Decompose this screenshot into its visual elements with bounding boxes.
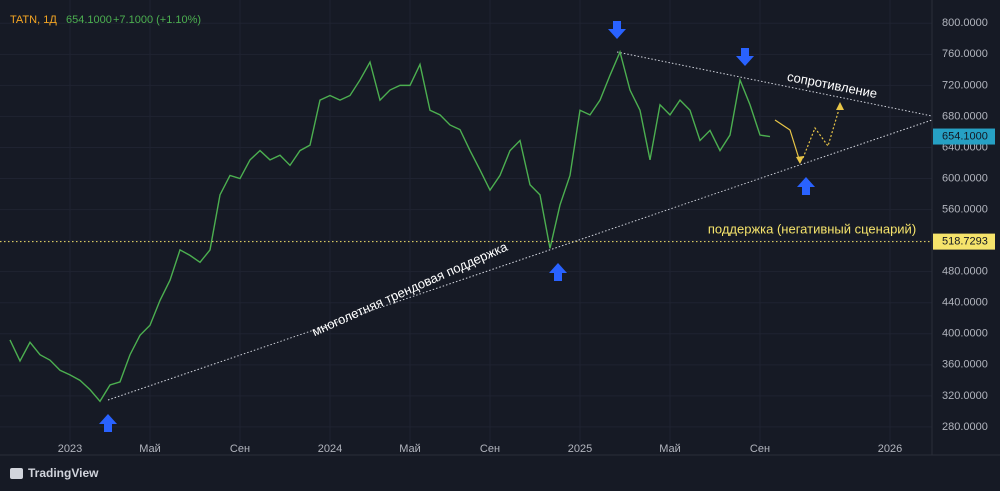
y-tick-label: 280.0000 [942, 421, 988, 433]
arrow-down [608, 21, 626, 39]
arrow-up [797, 177, 815, 195]
x-tick-label: Сен [230, 443, 250, 455]
last-price-label: 654.1000 [942, 130, 988, 142]
projection-up [802, 105, 841, 159]
x-tick-label: 2026 [878, 443, 902, 455]
price-line [9, 49, 771, 403]
x-tick-label: Сен [750, 443, 770, 455]
support-level-label: 518.7293 [942, 236, 988, 248]
support-level-box [933, 233, 995, 250]
y-tick-label: 400.0000 [942, 328, 988, 340]
y-tick-label: 360.0000 [942, 359, 988, 371]
y-tick-label: 320.0000 [942, 390, 988, 402]
annotation: поддержка (негативный сценарий) [708, 221, 916, 236]
x-tick-label: 2024 [318, 443, 342, 455]
x-tick-label: Май [659, 443, 681, 455]
arrow-up [549, 263, 567, 281]
y-tick-label: 440.0000 [942, 297, 988, 309]
grid [0, 0, 932, 455]
y-tick-label: 680.0000 [942, 110, 988, 122]
y-tick-label: 800.0000 [942, 17, 988, 29]
price: 654.1000 [66, 14, 112, 26]
projection-down [774, 119, 801, 163]
last-price-box [933, 128, 995, 145]
change: +7.1000 (+1.10%) [113, 14, 201, 26]
y-tick-label: 480.0000 [942, 266, 988, 278]
symbol: TATN, 1Д [10, 14, 57, 26]
trend-support-line [107, 119, 933, 401]
y-tick-label: 760.0000 [942, 48, 988, 60]
projection-arrowhead [796, 156, 804, 164]
y-tick-label: 560.0000 [942, 203, 988, 215]
brand[interactable]: TradingView [28, 466, 99, 480]
arrow-up [99, 414, 117, 432]
y-tick-label: 600.0000 [942, 172, 988, 184]
resistance-line [616, 51, 933, 117]
arrows [99, 21, 815, 432]
y-tick-label: 720.0000 [942, 79, 988, 91]
brand-logo [10, 468, 23, 479]
x-tick-label: Май [139, 443, 161, 455]
x-tick-label: Сен [480, 443, 500, 455]
x-tick-label: 2023 [58, 443, 82, 455]
plot [0, 49, 932, 403]
x-tick-label: 2025 [568, 443, 592, 455]
projection-arrowhead [836, 102, 844, 110]
arrow-down [736, 48, 754, 66]
x-tick-label: Май [399, 443, 421, 455]
